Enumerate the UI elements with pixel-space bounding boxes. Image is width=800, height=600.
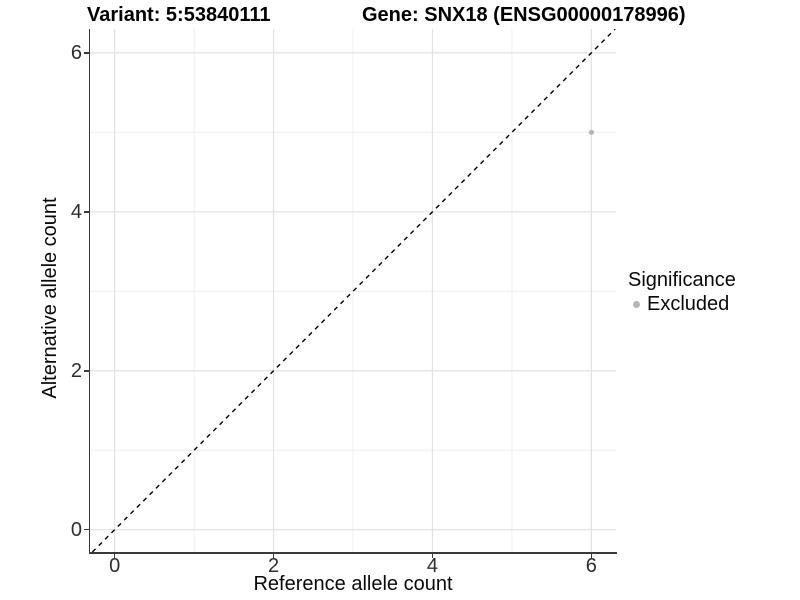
plot-panel bbox=[90, 29, 616, 552]
legend-item-label: Excluded bbox=[647, 293, 730, 315]
y-tick-label: 6 bbox=[70, 41, 82, 64]
data-point bbox=[588, 129, 594, 135]
x-tick-label: 6 bbox=[585, 555, 597, 577]
y-axis-line bbox=[88, 29, 90, 554]
x-tick-mark bbox=[431, 553, 434, 558]
identity-line bbox=[91, 29, 616, 552]
y-tick-label: 0 bbox=[70, 518, 82, 541]
x-tick-mark bbox=[113, 553, 116, 558]
legend: Significance Excluded bbox=[628, 268, 736, 316]
y-tick-mark bbox=[84, 528, 89, 531]
legend-item-excluded: Excluded bbox=[628, 292, 736, 316]
plot-canvas bbox=[90, 29, 616, 552]
legend-point-icon bbox=[633, 300, 640, 308]
x-tick-mark bbox=[590, 553, 593, 558]
y-tick-mark bbox=[84, 370, 89, 372]
y-axis-title: Alternative allele count bbox=[39, 197, 61, 399]
y-tick-mark bbox=[84, 211, 89, 213]
x-tick-label: 4 bbox=[426, 555, 439, 577]
x-tick-label: 2 bbox=[267, 555, 280, 577]
y-tick-mark bbox=[84, 52, 89, 54]
x-axis-line bbox=[88, 552, 617, 554]
plot-title-gene: Gene: SNX18 (ENSG00000178996) bbox=[362, 4, 686, 26]
plot-title-variant: Variant: 5:53840111 bbox=[87, 4, 271, 26]
x-tick-mark bbox=[272, 553, 275, 558]
y-tick-label: 4 bbox=[70, 200, 82, 223]
x-axis-title: Reference allele count bbox=[253, 573, 453, 595]
y-tick-label: 2 bbox=[70, 359, 82, 382]
x-tick-label: 0 bbox=[109, 555, 121, 577]
legend-title: Significance bbox=[628, 269, 736, 291]
